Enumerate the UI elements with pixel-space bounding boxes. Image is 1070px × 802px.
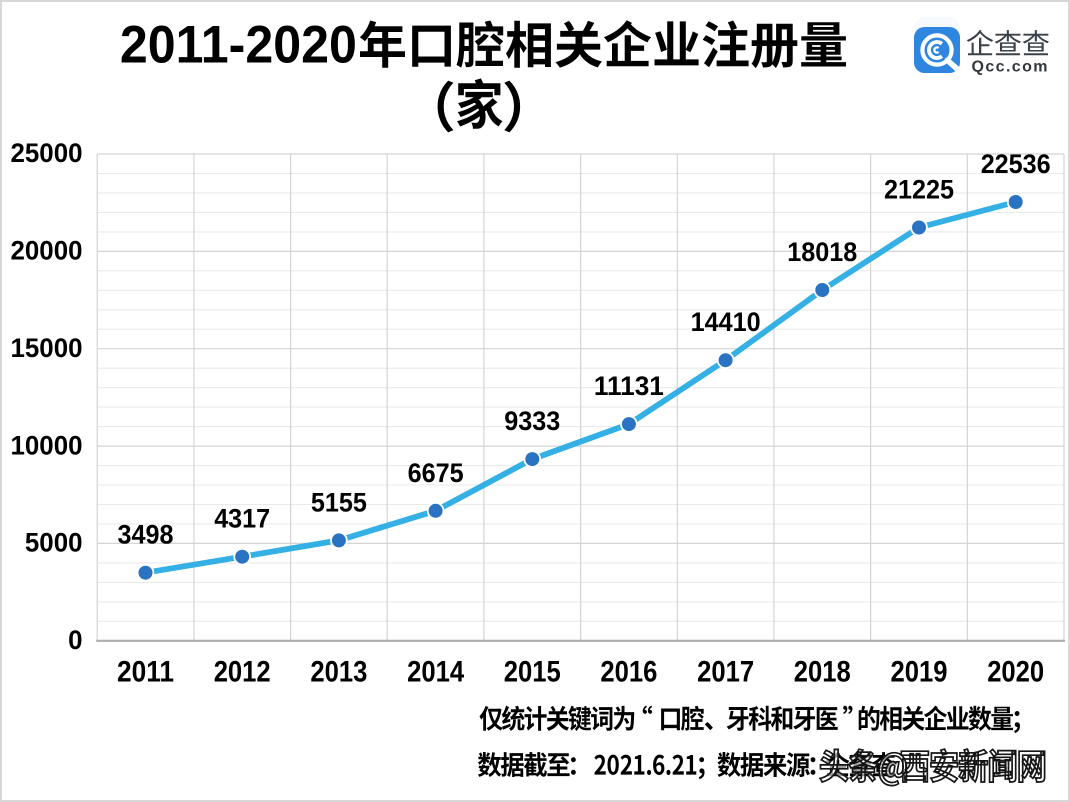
svg-text:2013: 2013 [310, 656, 367, 689]
svg-text:2011: 2011 [117, 656, 174, 689]
svg-text:9333: 9333 [504, 406, 560, 436]
svg-text:5155: 5155 [311, 487, 367, 517]
svg-text:2015: 2015 [504, 656, 561, 689]
svg-text:2011-2020: 2011-2020 [120, 16, 357, 75]
svg-text:3498: 3498 [118, 520, 174, 550]
svg-text:10000: 10000 [11, 430, 83, 460]
svg-text:11131: 11131 [594, 371, 664, 401]
svg-text:14410: 14410 [691, 307, 761, 337]
svg-text:25000: 25000 [11, 138, 83, 168]
svg-text:0: 0 [68, 625, 82, 655]
svg-text:21225: 21225 [884, 175, 954, 205]
svg-text:15000: 15000 [11, 333, 83, 363]
svg-text:2017: 2017 [697, 656, 754, 689]
svg-text:2016: 2016 [600, 656, 657, 689]
svg-text:18018: 18018 [787, 237, 857, 267]
svg-text:2012: 2012 [214, 656, 271, 689]
svg-text:20000: 20000 [11, 236, 83, 266]
svg-text:4317: 4317 [214, 504, 270, 534]
svg-text:22536: 22536 [981, 149, 1051, 179]
svg-text:6675: 6675 [408, 458, 464, 488]
svg-text:2014: 2014 [407, 656, 465, 689]
svg-text:2018: 2018 [794, 656, 851, 689]
svg-text:5000: 5000 [25, 528, 83, 558]
svg-text:2020: 2020 [987, 656, 1044, 689]
svg-text:Qcc.com: Qcc.com [972, 59, 1048, 76]
svg-text:2019: 2019 [891, 656, 948, 689]
